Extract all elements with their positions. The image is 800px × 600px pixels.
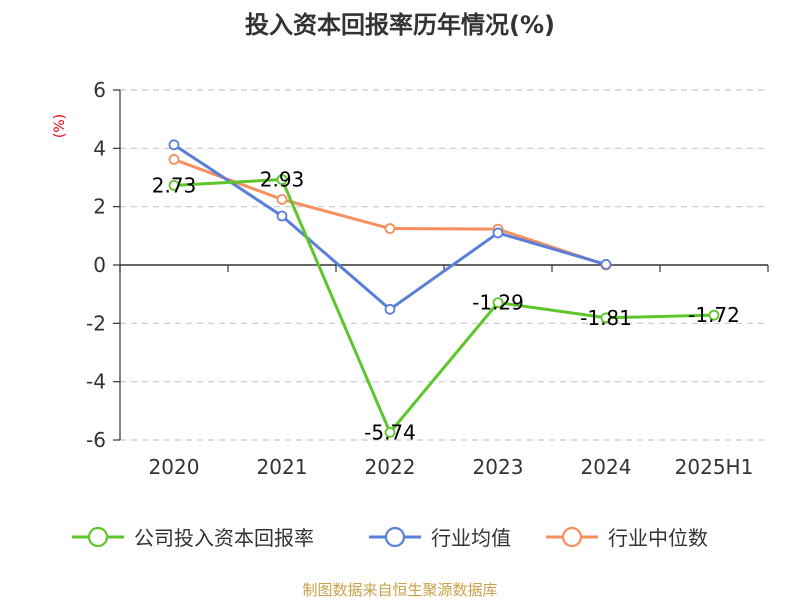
data-point [708,309,720,321]
data-point [168,154,180,165]
x-tick-label: 2024 [581,455,632,479]
source-note: 制图数据来自恒生聚源数据库 [302,581,497,599]
data-point [276,193,288,205]
series-layer [168,139,720,438]
legend-marker [561,526,583,548]
y-tick-label: 0 [93,253,106,277]
data-label: 2.93 [260,168,305,192]
grid-layer [120,89,768,441]
y-axis-unit: (%) [52,114,68,138]
legend-label: 公司投入资本回报率 [134,526,314,550]
y-tick-label: -6 [86,428,106,452]
legend-marker [384,526,406,548]
data-point [600,312,612,324]
data-point [492,297,504,309]
y-tick-label: 6 [93,78,106,102]
data-label: -1.81 [580,306,632,330]
data-label: -1.29 [472,291,524,315]
axis-layer: 6 4 2 0 -2 -4 -6 2020 2021 2022 2023 2024 2025H1 [86,78,769,479]
data-point [276,210,288,222]
x-tick-label: 2025H1 [675,455,754,479]
series-line [173,178,715,434]
data-label-layer: 2.73 2.93 -5.74 -1.29 -1.81 -1.72 [152,168,740,445]
data-label: 2.73 [152,173,197,197]
data-point [492,227,504,239]
legend-label: 行业中位数 [608,526,708,550]
y-tick-label: 2 [93,195,106,219]
data-label: -1.72 [688,303,740,327]
data-point [384,303,396,315]
x-tick-label: 2023 [473,455,524,479]
y-tick-label: -2 [86,311,106,335]
x-tick-label: 2020 [149,455,200,479]
legend-label: 行业均值 [431,526,511,550]
y-tick-label: -4 [86,370,106,394]
legend-marker [87,526,109,548]
data-point [600,259,612,270]
legend: 公司投入资本回报率 行业均值 行业中位数 [72,526,708,550]
series-line [173,158,607,267]
data-point [276,174,288,185]
data-point [168,139,180,151]
chart-title: 投入资本回报率历年情况(%) [245,11,555,39]
data-point [384,427,396,438]
x-tick-label: 2021 [257,455,308,479]
data-point [384,223,396,234]
y-tick-label: 4 [93,136,106,160]
data-label: -5.74 [364,420,416,444]
data-point [168,179,180,191]
x-tick-label: 2022 [365,455,416,479]
